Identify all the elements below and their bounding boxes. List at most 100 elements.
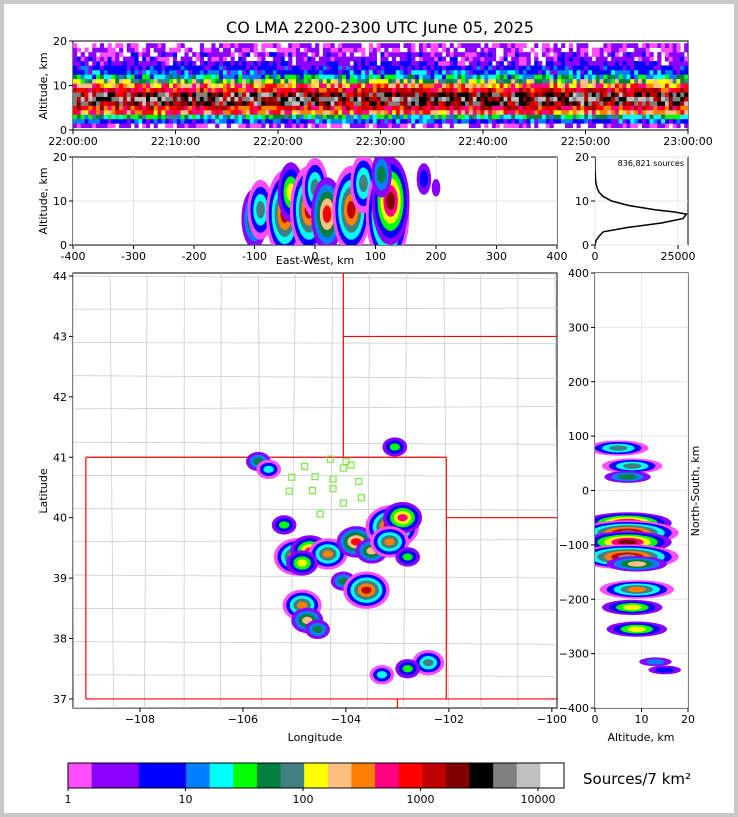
- time-density-cell: [319, 92, 324, 97]
- time-density-cell: [149, 109, 155, 115]
- time-density-cell: [330, 105, 335, 111]
- time-density-cell: [149, 101, 155, 106]
- time-density-cell: [111, 56, 116, 62]
- time-density-cell: [664, 114, 670, 120]
- time-density-cell: [211, 65, 216, 71]
- time-density-cell: [553, 56, 558, 62]
- time-density-cell: [511, 78, 516, 84]
- time-density-cell: [96, 123, 101, 129]
- time-density-cell: [599, 52, 604, 57]
- time-density-cell: [307, 65, 312, 71]
- time-density-cell: [288, 109, 293, 115]
- time-density-cell: [334, 87, 339, 93]
- time-density-cell: [303, 78, 308, 84]
- time-density-cell: [495, 83, 500, 89]
- time-density-cell: [680, 65, 685, 71]
- time-density-cell: [522, 92, 527, 97]
- time-density-cell: [657, 105, 662, 111]
- time-density-cell: [472, 105, 477, 111]
- time-density-cell: [119, 83, 124, 89]
- time-density-cell: [603, 109, 608, 115]
- time-density-cell: [272, 105, 278, 111]
- time-density-cell: [84, 56, 89, 62]
- time-density-cell: [88, 78, 93, 84]
- time-density-cell: [607, 114, 612, 120]
- time-density-cell: [684, 69, 688, 75]
- time-density-cell: [415, 65, 420, 71]
- time-density-cell: [80, 101, 85, 106]
- time-density-cell: [576, 101, 581, 106]
- time-density-cell: [664, 65, 670, 71]
- time-density-cell: [645, 87, 650, 93]
- time-density-cell: [476, 109, 481, 115]
- time-density-cell: [265, 43, 270, 48]
- time-density-cell: [319, 78, 324, 84]
- time-density-cell: [307, 92, 312, 97]
- time-density-cell: [645, 105, 650, 111]
- time-density-cell: [299, 61, 304, 66]
- time-density-cell: [626, 123, 631, 129]
- time-density-cell: [176, 114, 181, 120]
- time-density-cell: [626, 78, 631, 84]
- time-density-cell: [411, 118, 416, 124]
- time-density-cell: [153, 43, 158, 48]
- time-density-cell: [92, 78, 97, 84]
- time-density-cell: [388, 92, 393, 97]
- time-density-cell: [607, 65, 612, 71]
- time-density-cell: [549, 47, 554, 53]
- time-density-cell: [676, 78, 681, 84]
- time-density-cell: [641, 78, 647, 84]
- time-density-cell: [445, 65, 450, 71]
- time-density-cell: [511, 52, 516, 57]
- time-density-cell: [588, 114, 593, 120]
- time-density-cell: [219, 69, 224, 75]
- time-density-cell: [80, 65, 85, 71]
- time-density-cell: [480, 52, 485, 57]
- time-density-cell: [372, 65, 377, 71]
- time-density-cell: [495, 61, 500, 66]
- time-density-cell: [149, 105, 155, 111]
- time-density-cell: [534, 61, 539, 66]
- time-density-cell: [265, 114, 270, 120]
- time-density-cell: [549, 123, 554, 129]
- time-density-cell: [146, 56, 151, 62]
- time-density-cell: [518, 47, 524, 53]
- time-density-cell: [561, 83, 566, 89]
- time-density-cell: [684, 118, 688, 124]
- plan-view-density-mark: [296, 559, 308, 567]
- time-density-cell: [661, 69, 666, 75]
- time-density-cell: [465, 47, 470, 53]
- time-density-cell: [480, 65, 485, 71]
- time-density-cell: [626, 118, 631, 124]
- time-density-cell: [295, 74, 301, 80]
- time-density-cell: [73, 92, 78, 97]
- time-density-cell: [388, 65, 393, 71]
- time-density-cell: [634, 101, 639, 106]
- time-density-cell: [345, 74, 351, 80]
- time-density-cell: [119, 61, 124, 66]
- colorbar-swatch: [327, 763, 352, 788]
- time-density-cell: [303, 114, 308, 120]
- time-density-cell: [319, 109, 324, 115]
- time-density-cell: [380, 123, 385, 129]
- time-density-cell: [276, 96, 281, 102]
- time-density-cell: [418, 114, 424, 120]
- county-line: [73, 307, 557, 310]
- time-density-cell: [472, 52, 477, 57]
- time-density-cell: [142, 105, 147, 111]
- time-density-cell: [503, 118, 508, 124]
- time-density-cell: [411, 65, 416, 71]
- time-density-cell: [130, 65, 135, 71]
- time-density-cell: [211, 96, 216, 102]
- time-density-cell: [242, 47, 247, 53]
- time-density-cell: [630, 65, 635, 71]
- time-density-cell: [311, 118, 316, 124]
- time-density-cell: [146, 114, 151, 120]
- time-density-cell: [430, 101, 435, 106]
- time-density-cell: [84, 109, 89, 115]
- time-density-cell: [222, 52, 228, 57]
- time-density-cell: [338, 96, 343, 102]
- time-density-cell: [242, 61, 247, 66]
- time-density-cell: [664, 83, 670, 89]
- time-density-cell: [249, 87, 254, 93]
